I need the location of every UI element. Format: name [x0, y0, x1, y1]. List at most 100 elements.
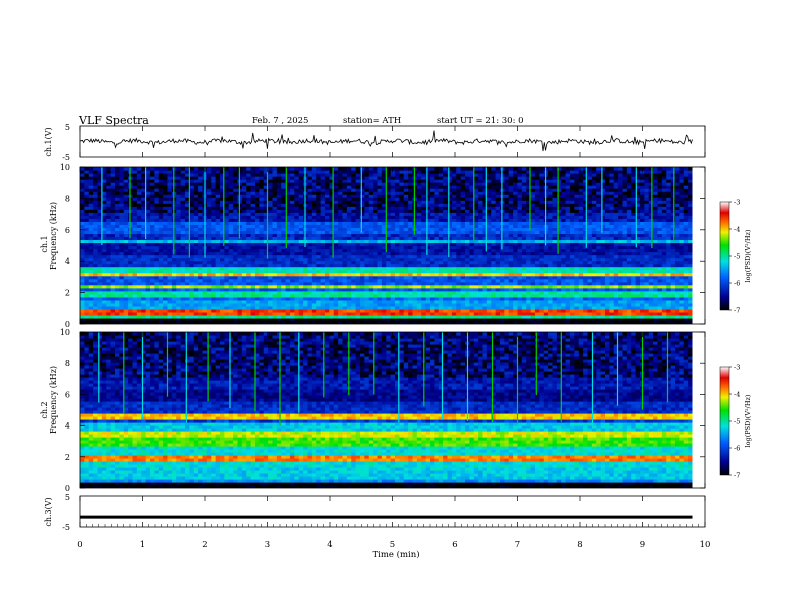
ch1-spec-cell — [128, 230, 134, 235]
ch1-spec-cell — [412, 284, 418, 289]
ch1-spec-cell — [320, 212, 326, 216]
ch1-spec-cell — [167, 227, 173, 231]
ch1-spec-cell — [241, 209, 247, 213]
ch1-spec-cell — [316, 296, 322, 301]
ch1-spec-cell — [447, 275, 453, 280]
ch1-spec-cell — [106, 206, 112, 210]
ch1-spec-cell — [451, 203, 457, 207]
ch1-spec-cell — [338, 281, 344, 286]
ch1-spec-cell — [399, 308, 405, 313]
ch1-spec-cell — [377, 194, 383, 198]
ch1-spec-cell — [465, 212, 470, 216]
ch1-spec-cell — [285, 230, 291, 235]
ch1-spec-cell — [482, 176, 488, 180]
ch1-spec-cell — [438, 266, 444, 271]
ch1-spec-cell — [268, 185, 274, 189]
ch1-spec-cell — [281, 314, 287, 319]
ch1-spec-cell — [364, 266, 370, 271]
ch1-spec-cell — [171, 308, 177, 313]
ch1-spec-cell — [176, 305, 182, 310]
ch1-spec-cell — [180, 191, 186, 195]
ch1-spec-cell — [403, 194, 409, 198]
ch1-spec-cell — [167, 260, 173, 265]
ch1-spec-cell — [233, 206, 239, 210]
ch1-spec-cell — [93, 314, 99, 319]
ch1-spec-cell — [101, 284, 107, 289]
ch1-spec-cell — [447, 287, 453, 292]
ch1-spec-cell — [438, 278, 444, 283]
ch1-spec-cell — [110, 263, 116, 268]
ch1-spec-cell — [84, 188, 90, 192]
ch1-spec-cell — [381, 278, 387, 283]
ch1-spec-cell — [237, 317, 243, 322]
ch1-spec-cell — [250, 269, 256, 274]
ch1-spec-cell — [237, 296, 243, 301]
ch1-spec-cell — [141, 299, 147, 304]
ch1-spec-cell — [443, 254, 449, 259]
ch1-spec-cell — [250, 221, 256, 225]
ch1-spec-cell — [399, 230, 405, 235]
ch1-spec-cell — [351, 281, 357, 286]
ch1-spec-cell — [206, 281, 212, 286]
ch1-spec-cell — [132, 170, 138, 174]
ch1-spec-cell — [495, 257, 501, 262]
ch1-spec-cell — [311, 227, 317, 231]
ch1-spec-cell — [320, 281, 326, 286]
ch1-spec-cell — [220, 233, 225, 238]
ch1-spec-cell — [106, 308, 112, 313]
ch1-spec-cell — [351, 308, 357, 313]
ch1-spec-cell — [465, 314, 470, 319]
ch1-spec-cell — [355, 212, 361, 216]
ch1-spec-cell — [329, 236, 335, 241]
ch1-spec-cell — [456, 284, 462, 289]
ch1-spec-cell — [276, 188, 282, 192]
ch1-spec-cell — [316, 221, 322, 225]
ch1-spec-cell — [460, 266, 466, 271]
ch1-spec-cell — [360, 224, 365, 228]
ch1-spec-cell — [167, 302, 173, 307]
ch1-spec-cell — [93, 305, 99, 310]
ch1-spec-cell — [154, 320, 160, 324]
ch1-spec-cell — [185, 215, 190, 219]
ch1-spec-cell — [180, 254, 186, 259]
ch1-spec-cell — [338, 266, 344, 271]
ch1-spec-cell — [272, 209, 278, 213]
ch1-spec-cell — [342, 215, 348, 219]
ch1-spec-cell — [473, 245, 479, 250]
ch1-spec-cell — [403, 245, 409, 250]
ch1-spec-cell — [377, 248, 383, 253]
ch1-spec-cell — [198, 266, 204, 271]
ch1-spec-cell — [220, 245, 225, 250]
ch1-spec-cell — [390, 242, 396, 247]
ch1-spec-cell — [443, 245, 449, 250]
ch1-spec-cell — [395, 317, 400, 322]
ch1-spec-cell — [333, 275, 339, 280]
ch1-spec-cell — [434, 176, 440, 180]
ch1-spec-cell — [97, 311, 103, 316]
ch1-spec-cell — [255, 299, 260, 304]
ch1-spec-cell — [377, 203, 383, 207]
ch1-spec-cell — [154, 311, 160, 316]
ch1-spec-cell — [250, 311, 256, 316]
ch1-spec-cell — [80, 233, 85, 238]
ch1-spec-cell — [307, 314, 313, 319]
ch1-spec-cell — [421, 263, 427, 268]
ch1-spec-cell — [176, 245, 182, 250]
ch1-spec-cell — [88, 179, 94, 183]
ch1-spec-cell — [303, 182, 309, 186]
ch1-spec-cell — [119, 266, 125, 271]
ch1-spec-cell — [132, 248, 138, 253]
ch1-spec-cell — [333, 314, 339, 319]
ch1-spec-cell — [285, 248, 291, 253]
ch1-spec-cell — [110, 260, 116, 265]
ch1-spec-cell — [351, 260, 357, 265]
ch1-spec-cell — [325, 191, 330, 195]
ch1-spec-cell — [316, 170, 322, 174]
ch1-spec-cell — [233, 170, 239, 174]
ch1-spec-cell — [263, 209, 269, 213]
ch1-spec-cell — [136, 284, 142, 289]
ch1-spec-cell — [167, 242, 173, 247]
ch1-spec-cell — [425, 272, 431, 277]
ch1-spec-cell — [425, 305, 431, 310]
ch1-spec-cell — [97, 179, 103, 183]
